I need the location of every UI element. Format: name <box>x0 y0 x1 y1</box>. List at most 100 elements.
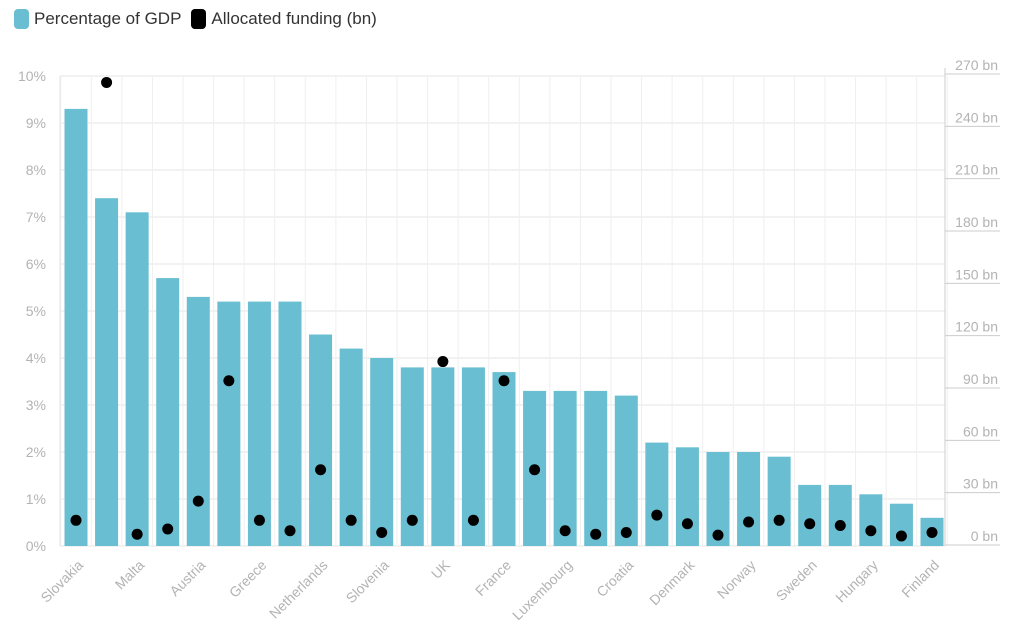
left-tick-label: 4% <box>26 350 46 366</box>
legend-item-gdp[interactable]: Percentage of GDP <box>14 9 181 29</box>
dot-france <box>498 375 510 387</box>
bar-ireland <box>767 456 791 546</box>
x-tick-label: Hungary <box>832 557 881 606</box>
dot-luxembourg <box>559 525 571 537</box>
left-axis: 0% 1% 2% 3% 4% 5% 6% 7% 8% 9% 10% <box>18 68 61 554</box>
dot-slovakia <box>70 514 82 526</box>
bar-czechia <box>95 198 119 546</box>
x-tick-label: Denmark <box>646 556 698 608</box>
dot-sweden <box>804 518 816 530</box>
right-tick-label: 90 bn <box>963 371 998 387</box>
legend-swatch-funding <box>191 9 207 29</box>
left-tick-label: 5% <box>26 303 46 319</box>
bar-hungary <box>859 494 883 546</box>
dot-croatia <box>620 527 632 539</box>
right-tick-label: 270 bn <box>955 57 998 73</box>
bar-cyprus <box>278 301 302 546</box>
bar-luxembourg <box>553 390 577 546</box>
x-tick-label: Malta <box>112 557 148 593</box>
dot-denmark <box>681 518 693 530</box>
left-tick-label: 2% <box>26 444 46 460</box>
x-tick-label: Finland <box>898 557 942 601</box>
dot-malta <box>131 528 143 540</box>
bar-malta <box>125 212 149 547</box>
bar-norway <box>737 452 761 546</box>
dot-portugal <box>223 375 235 387</box>
dot-slovenia <box>376 527 388 539</box>
legend-label-gdp: Percentage of GDP <box>34 9 182 28</box>
dot-finland <box>926 527 938 539</box>
bar-france <box>492 372 516 546</box>
bar-italy <box>461 367 485 546</box>
dot-bulgaria <box>712 529 724 541</box>
right-tick-label: 150 bn <box>955 266 998 282</box>
dot-ireland <box>773 514 785 526</box>
dot-netherlands <box>315 464 327 476</box>
bar-bulgaria <box>706 452 730 546</box>
grid-layer <box>60 75 948 547</box>
dot-spain <box>345 514 357 526</box>
right-tick-label: 240 bn <box>955 109 998 125</box>
dot-poland <box>895 530 907 542</box>
bar-portugal <box>217 301 241 546</box>
x-tick-label: Croatia <box>593 557 636 600</box>
dot-austria <box>192 495 204 507</box>
x-tick-label: Greece <box>226 557 270 601</box>
x-tick-label: Austria <box>166 557 208 599</box>
left-tick-label: 8% <box>26 162 46 178</box>
x-tick-label: Slovenia <box>343 557 392 606</box>
right-tick-label: 60 bn <box>963 423 998 439</box>
dots-layer <box>70 76 938 542</box>
bar-spain <box>339 348 363 546</box>
x-tick-label: Luxembourg <box>509 557 575 623</box>
bar-romania <box>828 484 852 546</box>
dot-norway <box>743 516 755 528</box>
bar-slovakia <box>64 108 88 547</box>
right-tick-label: 30 bn <box>963 476 998 492</box>
dot-italy <box>467 514 479 526</box>
bar-austria <box>186 296 210 546</box>
bar-latvia <box>584 390 608 546</box>
left-tick-label: 3% <box>26 397 46 413</box>
bar-croatia <box>614 395 638 546</box>
dot-hungary <box>865 525 877 537</box>
left-tick-label: 6% <box>26 256 46 272</box>
legend-swatch-gdp <box>14 9 29 29</box>
bar-denmark <box>675 447 699 546</box>
dot-belgium <box>162 523 174 535</box>
right-tick-label: 0 bn <box>971 528 998 544</box>
dot-czechia <box>101 76 113 88</box>
bar-netherlands <box>309 334 333 546</box>
dot-romania <box>834 520 846 532</box>
x-tick-label: Netherlands <box>266 557 331 622</box>
dot-germany <box>529 464 541 476</box>
x-tick-label: France <box>472 557 514 599</box>
left-tick-label: 9% <box>26 115 46 131</box>
x-tick-label: Slovakia <box>37 557 86 606</box>
bar-poland <box>889 503 913 546</box>
bar-sweden <box>798 484 822 546</box>
bar-lithuania <box>645 442 669 546</box>
right-tick-label: 120 bn <box>955 319 998 335</box>
bar-greece <box>247 301 271 546</box>
dot-latvia <box>590 528 602 540</box>
right-tick-label: 210 bn <box>955 162 998 178</box>
bar-uk <box>431 367 455 546</box>
bars-layer <box>64 108 944 547</box>
right-tick-label: 180 bn <box>955 214 998 230</box>
legend: Percentage of GDP Allocated funding (bn) <box>14 9 377 29</box>
bar-belgium <box>156 278 180 546</box>
legend-label-funding: Allocated funding (bn) <box>211 9 377 28</box>
legend-item-funding[interactable]: Allocated funding (bn) <box>191 9 377 29</box>
dot-greece <box>253 514 265 526</box>
bar-estonia <box>400 367 424 546</box>
left-tick-label: 10% <box>18 68 46 84</box>
x-tick-label: Sweden <box>773 557 820 604</box>
bar-slovenia <box>370 358 394 546</box>
left-tick-label: 1% <box>26 491 46 507</box>
x-tick-label: UK <box>428 556 454 582</box>
x-tick-label: Norway <box>714 557 759 602</box>
